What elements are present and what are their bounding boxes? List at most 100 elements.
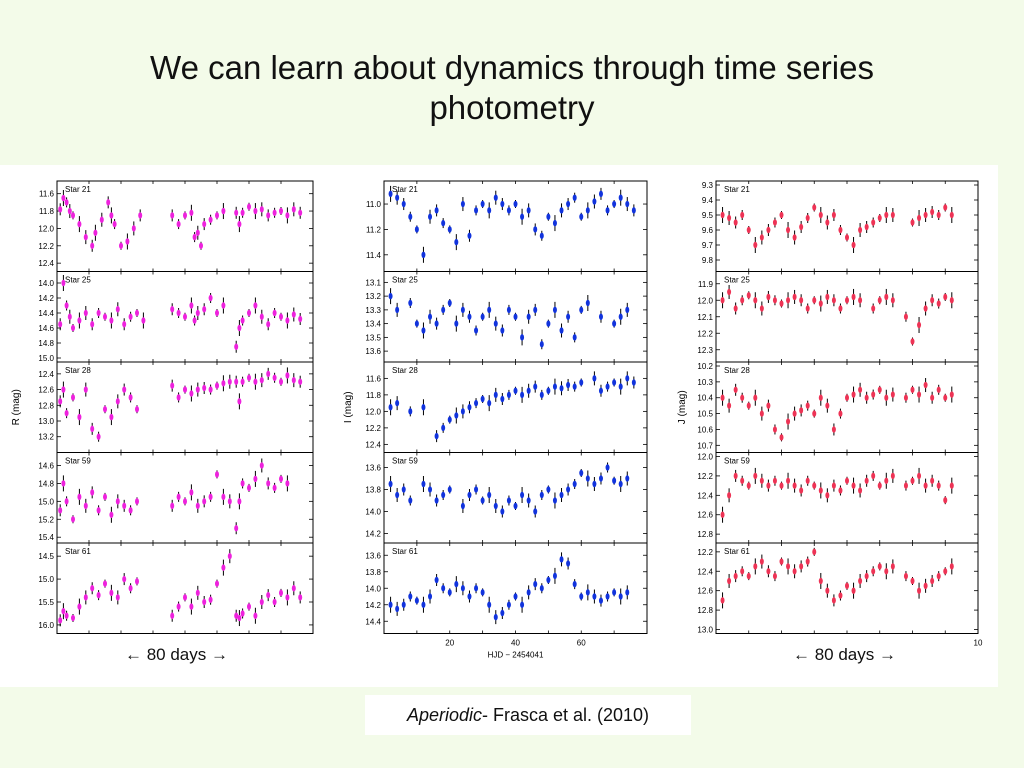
point-marker [546,213,551,220]
point-marker [598,313,603,320]
point-marker [625,200,630,208]
data-point [759,554,764,569]
point-marker [786,477,791,484]
data-point [772,475,777,486]
point-marker [298,378,303,385]
data-point [799,294,804,307]
point-marker [845,297,849,304]
point-marker [64,612,69,619]
point-marker [487,306,492,314]
point-marker [208,294,213,302]
panel-star-21: Star 21 9.3 9.4 9.5 9.6 9.7 9.8 [702,180,979,272]
data-point [493,499,498,513]
point-marker [720,511,725,518]
point-marker [109,212,114,219]
data-point [460,499,465,513]
y-tick-label: 13.3 [365,306,381,315]
data-point [183,593,187,602]
data-point [71,393,75,402]
point-marker [520,601,525,608]
data-point [96,308,101,318]
point-marker [831,426,836,433]
point-marker [727,577,732,585]
data-point [520,208,525,225]
data-point [936,384,941,395]
data-point [208,491,213,502]
point-marker [208,386,213,393]
data-point [408,406,413,417]
data-point [598,310,603,323]
data-point [943,496,948,505]
point-marker [221,493,226,501]
point-marker [910,577,915,585]
point-marker [170,502,175,510]
point-marker [910,386,915,393]
point-marker [746,226,751,234]
data-point [746,401,751,410]
data-point [460,302,465,317]
data-point [864,221,869,233]
point-marker [401,200,406,208]
data-point [884,389,889,406]
data-point [812,203,817,212]
y-tick-label: 10.4 [697,394,713,403]
point-marker [506,306,511,314]
data-point [733,302,738,315]
data-point [605,205,610,216]
data-point [195,225,200,240]
data-point [740,566,745,577]
point-marker [772,219,777,226]
point-marker [890,297,895,304]
data-point [474,583,479,594]
point-marker [818,394,823,401]
data-point [122,573,127,586]
point-marker [612,200,617,208]
x-axis-label: HJD − 2454041 [488,651,544,660]
point-marker [923,211,928,219]
data-point [598,384,603,397]
data-point [753,558,758,575]
point-marker [526,589,531,596]
point-marker [388,292,393,300]
y-tick-label: 14.2 [365,601,381,610]
point-marker [559,207,564,214]
point-marker [845,234,849,241]
point-marker [480,497,485,504]
point-marker [720,297,725,304]
y-axis-label: R (mag) [11,389,22,425]
y-tick-label: 10.6 [697,425,713,434]
data-point [533,303,538,316]
data-point [447,588,452,597]
point-marker [612,589,617,596]
data-point [733,216,738,229]
data-point [592,477,597,491]
data-point [572,579,577,590]
data-point [566,557,571,570]
data-point [858,483,863,498]
point-marker [612,320,617,327]
data-point [202,495,207,508]
point-marker [506,207,511,214]
point-marker [434,497,439,504]
data-point [189,484,194,501]
point-marker [592,593,597,600]
point-marker [825,293,830,301]
point-marker [441,424,446,432]
point-marker [812,482,817,489]
data-point [884,563,889,580]
data-point [58,318,63,331]
data-point [414,596,419,605]
point-marker [890,211,895,219]
point-marker [183,498,187,505]
data-point [208,293,213,303]
data-point [871,566,876,577]
y-tick-label: 12.0 [38,224,54,233]
point-marker [838,410,843,417]
point-marker [572,480,577,488]
y-tick-label: 13.2 [365,292,381,301]
data-point [170,209,175,222]
data-point [467,229,472,242]
point-marker [566,381,571,389]
point-marker [119,242,123,249]
point-marker [279,475,283,483]
